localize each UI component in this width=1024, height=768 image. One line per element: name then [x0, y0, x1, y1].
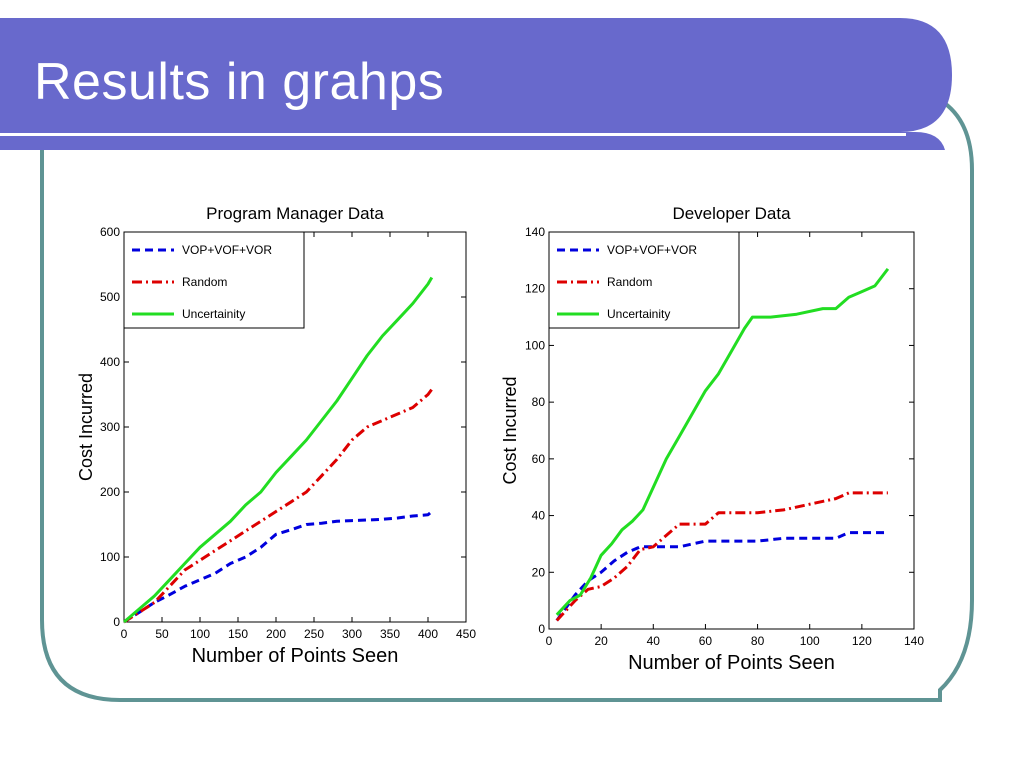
legend-box [123, 231, 305, 329]
y-tick-label: 400 [100, 355, 120, 369]
x-tick-label: 350 [380, 627, 400, 641]
y-tick-label: 500 [100, 290, 120, 304]
y-tick-label: 300 [100, 420, 120, 434]
y-tick-label: 60 [532, 452, 546, 466]
series-line-3 [555, 267, 890, 616]
legend-box [548, 231, 740, 329]
chart-title: Developer Data [672, 204, 791, 223]
y-tick-label: 40 [532, 509, 546, 523]
x-tick-label: 120 [852, 634, 872, 648]
legend-label-1: VOP+VOF+VOR [182, 243, 272, 257]
series-line-2 [555, 491, 888, 622]
slide-title: Results in grahps [34, 53, 445, 111]
x-tick-label: 0 [121, 627, 128, 641]
y-tick-label: 100 [525, 338, 545, 352]
header-band [0, 18, 952, 132]
x-tick-label: 200 [266, 627, 286, 641]
x-tick-label: 300 [342, 627, 362, 641]
x-tick-label: 0 [546, 634, 553, 648]
x-tick-label: 80 [751, 634, 765, 648]
x-tick-label: 100 [800, 634, 820, 648]
legend-label-3: Uncertainity [182, 307, 245, 321]
y-tick-label: 140 [525, 225, 545, 239]
legend-label-2: Random [607, 275, 652, 289]
y-tick-label: 80 [532, 395, 546, 409]
x-axis-label: Number of Points Seen [192, 645, 399, 667]
y-axis-label: Cost Incurred [76, 373, 96, 481]
y-tick-label: 200 [100, 485, 120, 499]
y-tick-label: 20 [532, 565, 546, 579]
x-tick-label: 400 [418, 627, 438, 641]
x-tick-label: 150 [228, 627, 248, 641]
header-rule [0, 133, 906, 136]
x-tick-label: 60 [699, 634, 713, 648]
y-tick-label: 120 [525, 282, 545, 296]
legend-label-3: Uncertainity [607, 307, 670, 321]
x-tick-label: 20 [594, 634, 608, 648]
chart-title: Program Manager Data [206, 204, 384, 223]
series-line-2 [123, 388, 434, 624]
series-line-1 [123, 510, 433, 624]
y-tick-label: 100 [100, 550, 120, 564]
frame-border [40, 98, 974, 702]
y-tick-label: 0 [113, 615, 120, 629]
x-tick-label: 250 [304, 627, 324, 641]
y-tick-label: 0 [538, 622, 545, 636]
x-tick-label: 40 [647, 634, 661, 648]
y-axis-label: Cost Incurred [500, 376, 520, 484]
legend-label-1: VOP+VOF+VOR [607, 243, 697, 257]
x-tick-label: 50 [155, 627, 169, 641]
x-tick-label: 140 [904, 634, 924, 648]
series-line-3 [123, 276, 434, 624]
x-axis-label: Number of Points Seen [628, 652, 835, 674]
y-tick-label: 600 [100, 225, 120, 239]
x-tick-label: 100 [190, 627, 210, 641]
x-tick-label: 450 [456, 627, 476, 641]
legend-label-2: Random [182, 275, 227, 289]
header-lower-band [0, 132, 945, 150]
